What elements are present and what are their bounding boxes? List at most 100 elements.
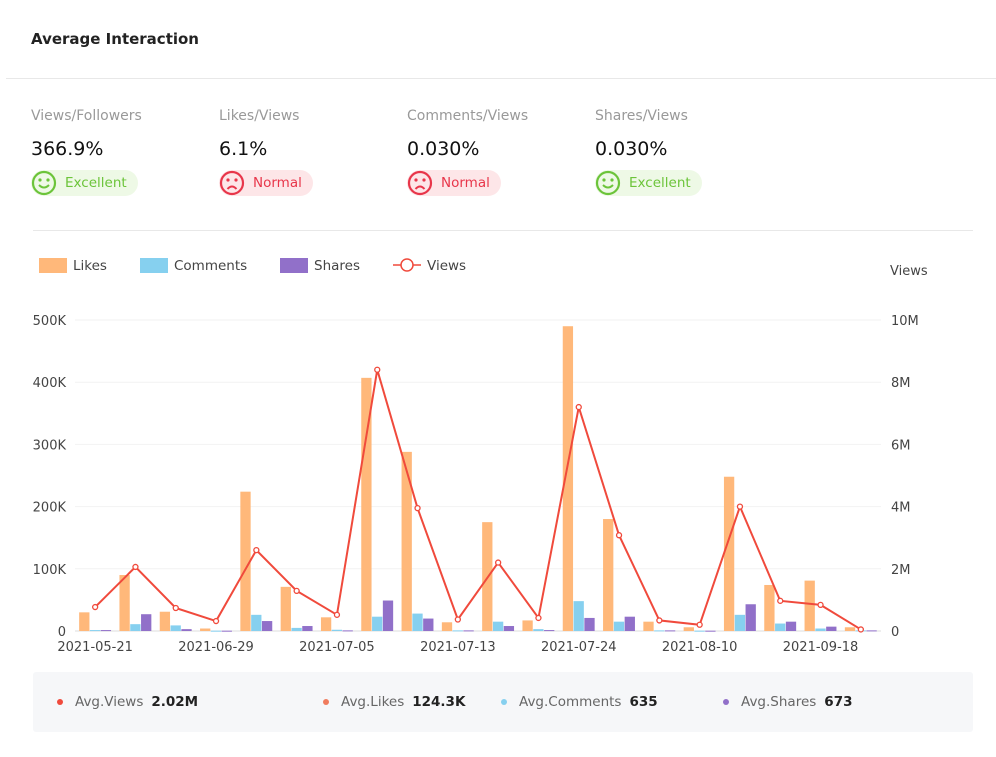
likes-bar — [320, 617, 332, 631]
legend-swatch-shares — [280, 258, 308, 273]
x-tick-label: 2021-07-05 — [299, 640, 375, 655]
views-point — [575, 403, 582, 411]
comments-bar — [775, 623, 786, 631]
metric-label: Views/Followers — [31, 108, 142, 124]
left-tick-label: 200K — [33, 501, 67, 516]
right-axis-title: Views — [890, 264, 928, 279]
shares-bar — [866, 630, 877, 632]
comments-bar — [815, 628, 826, 631]
comments-bar — [291, 627, 302, 631]
right-tick-label: 8M — [891, 376, 911, 391]
metric-1: Likes/Views 6.1% Normal — [219, 108, 399, 200]
shares-bar — [826, 626, 837, 631]
shares-bar — [544, 630, 555, 632]
likes-bar — [764, 584, 775, 631]
metric-value: 0.030% — [407, 138, 480, 160]
summary-label: Avg.Likes — [341, 694, 405, 710]
legend-label-likes: Likes — [73, 258, 107, 274]
rating-label: Excellent — [65, 175, 127, 191]
shares-bar — [664, 630, 676, 632]
rating-badge: Normal — [219, 170, 313, 196]
views-point — [374, 366, 381, 373]
metric-label: Comments/Views — [407, 108, 529, 124]
metric-value: 6.1% — [219, 138, 268, 160]
smile-icon — [595, 170, 629, 196]
smile-icon — [31, 170, 65, 196]
shares-bar — [261, 621, 273, 631]
views-point — [333, 611, 341, 618]
summary-value: 124.3K — [412, 694, 466, 710]
divider — [33, 230, 973, 231]
dot-icon — [323, 699, 329, 705]
likes-bar — [683, 627, 694, 631]
right-tick-label: 2M — [891, 563, 911, 578]
summary-label: Avg.Views — [75, 694, 144, 710]
comments-bar — [492, 621, 504, 631]
views-point — [777, 597, 784, 604]
sad-icon — [407, 170, 441, 196]
comments-bar — [573, 601, 584, 631]
metric-2: Comments/Views 0.030% Normal — [407, 108, 587, 200]
views-point — [615, 532, 623, 539]
metric-3: Shares/Views 0.030% Excellent — [595, 108, 775, 200]
comments-bar — [694, 630, 705, 632]
likes-bar — [643, 621, 654, 631]
comments-bar — [654, 630, 665, 632]
legend-label-views: Views — [427, 258, 466, 274]
shares-bar — [100, 630, 112, 632]
summary-value: 673 — [824, 694, 853, 710]
summary-label: Avg.Comments — [519, 694, 622, 710]
summary-item: Avg.Comments 635 — [501, 694, 658, 710]
comments-bar — [734, 614, 746, 631]
comments-bar — [372, 616, 383, 631]
shares-bar — [141, 614, 152, 631]
likes-bar — [441, 622, 453, 631]
shares-bar — [463, 630, 474, 632]
summary-item: Avg.Shares 673 — [723, 694, 852, 710]
rating-badge: Excellent — [31, 170, 138, 196]
comments-bar — [130, 624, 141, 631]
left-tick-label: 400K — [33, 376, 67, 391]
x-tick-label: 2021-09-18 — [783, 640, 859, 655]
metric-value: 366.9% — [31, 138, 104, 160]
interaction-chart: 0 100K 200K 300K 400K 500K 0 2M 4M 6M 8M 10M Views 20… — [33, 258, 928, 655]
metric-value: 0.030% — [595, 138, 668, 160]
metric-0: Views/Followers 366.9% Excellent — [31, 108, 211, 200]
dot-icon — [57, 699, 63, 705]
right-tick-label: 4M — [891, 501, 911, 516]
comments-bar — [210, 630, 222, 632]
views-point — [172, 604, 179, 612]
shares-bar — [745, 604, 756, 631]
right-tick-label: 6M — [891, 438, 911, 453]
comments-bar — [331, 629, 343, 631]
dot-icon — [501, 699, 507, 705]
divider — [6, 78, 996, 79]
likes-bar — [804, 580, 815, 631]
likes-bar — [844, 627, 856, 631]
shares-bar — [221, 630, 232, 632]
comments-bar — [613, 621, 625, 631]
views-point — [736, 503, 744, 510]
shares-bar — [181, 629, 192, 631]
views-point — [132, 563, 139, 571]
summary-bar: Avg.Views 2.02M Avg.Likes 124.3K Avg.Comment… — [33, 672, 973, 732]
comments-bar — [170, 625, 181, 631]
shares-bar — [705, 630, 716, 632]
legend-views-marker — [400, 258, 414, 272]
likes-bar — [280, 586, 291, 631]
views-line — [94, 369, 862, 631]
likes-bar — [119, 575, 130, 631]
right-tick-label: 0 — [891, 625, 899, 640]
metric-label: Shares/Views — [595, 108, 688, 124]
rating-label: Excellent — [629, 175, 691, 191]
views-point — [656, 617, 663, 624]
shares-bar — [584, 617, 595, 631]
shares-bar — [624, 616, 635, 631]
shares-bar — [382, 600, 394, 631]
likes-bar — [240, 491, 251, 631]
likes-bar — [723, 476, 735, 631]
rating-label: Normal — [441, 175, 490, 191]
comments-bar — [89, 630, 101, 632]
shares-bar — [302, 626, 313, 631]
comments-bar — [533, 629, 544, 631]
